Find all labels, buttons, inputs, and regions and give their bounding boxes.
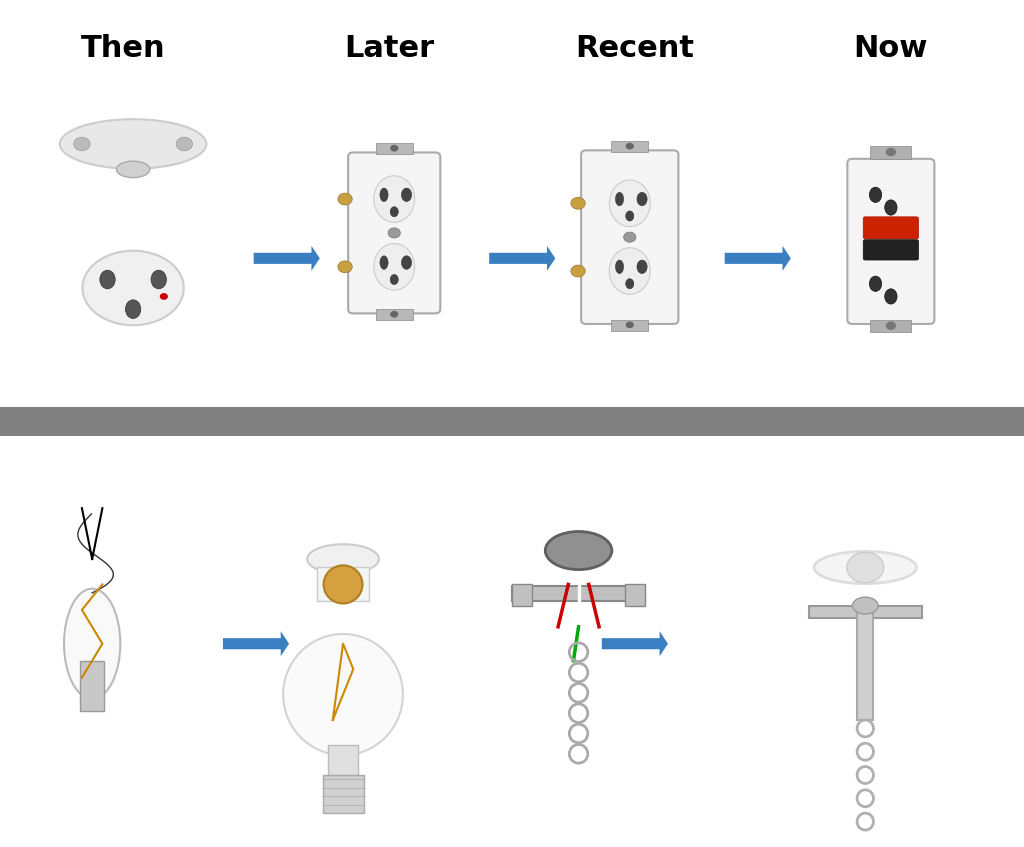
Circle shape [571, 197, 586, 209]
Circle shape [626, 322, 634, 329]
Circle shape [176, 137, 193, 151]
Circle shape [626, 142, 634, 149]
Ellipse shape [151, 270, 166, 289]
Ellipse shape [609, 248, 650, 295]
Ellipse shape [814, 551, 916, 584]
Ellipse shape [59, 119, 207, 169]
Bar [611, 141, 648, 152]
Ellipse shape [117, 161, 150, 178]
Circle shape [571, 265, 586, 277]
Circle shape [160, 293, 168, 300]
Ellipse shape [380, 256, 388, 269]
Ellipse shape [637, 192, 647, 206]
Ellipse shape [100, 270, 116, 289]
Bar [625, 584, 645, 606]
Bar [323, 775, 364, 813]
Ellipse shape [609, 180, 650, 227]
FancyBboxPatch shape [0, 407, 1024, 436]
Circle shape [388, 228, 400, 238]
Bar [376, 309, 413, 320]
Ellipse shape [374, 244, 415, 291]
Ellipse shape [390, 274, 398, 285]
Circle shape [624, 232, 636, 242]
Circle shape [847, 552, 884, 583]
Ellipse shape [401, 256, 412, 269]
Bar [80, 661, 104, 711]
Bar [512, 584, 532, 606]
Ellipse shape [125, 300, 141, 318]
Ellipse shape [374, 176, 415, 223]
Ellipse shape [82, 251, 184, 325]
Ellipse shape [615, 192, 624, 206]
Ellipse shape [637, 260, 647, 274]
Circle shape [886, 322, 896, 330]
Ellipse shape [307, 545, 379, 574]
Bar [317, 567, 369, 601]
Ellipse shape [885, 200, 897, 215]
FancyBboxPatch shape [863, 240, 919, 260]
FancyBboxPatch shape [582, 151, 678, 324]
FancyBboxPatch shape [848, 159, 934, 324]
FancyBboxPatch shape [863, 217, 919, 239]
Ellipse shape [401, 188, 412, 202]
Ellipse shape [283, 634, 403, 756]
Bar [870, 320, 911, 333]
Circle shape [338, 261, 352, 273]
FancyBboxPatch shape [348, 152, 440, 313]
Ellipse shape [885, 289, 897, 304]
Ellipse shape [869, 187, 882, 202]
Ellipse shape [626, 211, 634, 221]
Ellipse shape [324, 566, 362, 603]
Circle shape [338, 193, 352, 205]
Text: Later: Later [344, 34, 434, 63]
Text: Recent: Recent [575, 34, 694, 63]
Ellipse shape [852, 597, 878, 614]
Text: Now: Now [854, 34, 928, 63]
Ellipse shape [545, 532, 611, 570]
Ellipse shape [63, 589, 121, 699]
Ellipse shape [626, 279, 634, 289]
Bar [611, 320, 648, 331]
Ellipse shape [615, 260, 624, 274]
Bar [512, 586, 645, 601]
Bar [870, 146, 911, 159]
Bar [857, 610, 873, 720]
Circle shape [390, 311, 398, 318]
Text: Then: Then [81, 34, 165, 63]
Circle shape [390, 145, 398, 152]
Bar [376, 143, 413, 154]
Ellipse shape [869, 276, 882, 291]
Bar [809, 606, 922, 618]
Ellipse shape [390, 207, 398, 217]
Bar [328, 745, 358, 779]
Circle shape [74, 137, 90, 151]
Circle shape [886, 148, 896, 157]
Ellipse shape [380, 188, 388, 202]
